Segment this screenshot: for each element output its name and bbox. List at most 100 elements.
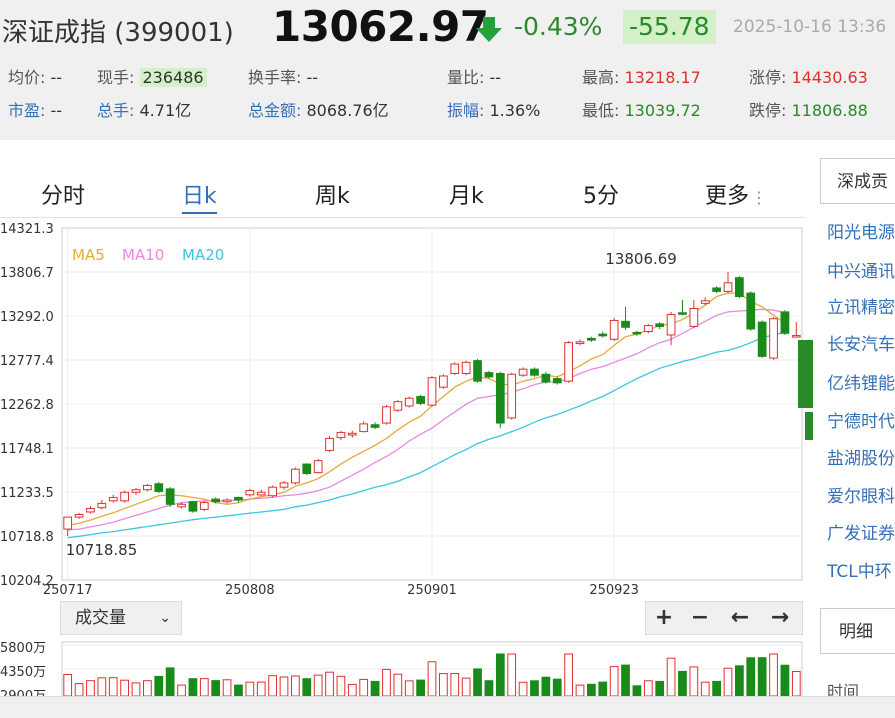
candle-up (689, 307, 699, 327)
candle-up (120, 491, 129, 502)
volume-bar-up (279, 676, 289, 696)
volume-bar-up (177, 684, 186, 696)
stat-amplitude: 振幅: 1.36% (447, 101, 541, 120)
stat-pe: 市盈: -- (8, 101, 63, 120)
pan-right-button[interactable]: → (770, 605, 790, 630)
tab-more[interactable]: 更多 ⋮ (705, 184, 768, 209)
volume-bar-up (313, 674, 323, 696)
volume-bar-down (370, 680, 380, 696)
volume-bar-down (587, 683, 596, 696)
stock-link[interactable]: 爱尔眼科 (827, 487, 895, 507)
volume-tick-label: 5800万 (0, 641, 46, 656)
change-percent: -0.43% (514, 12, 603, 41)
volume-bar-down (154, 675, 164, 696)
stock-link[interactable]: 中兴通讯 (827, 262, 895, 282)
quote-time: 2025-10-16 13:36 (733, 17, 887, 37)
volume-bar-up (86, 680, 95, 696)
stat-amount: 总金额: 8068.76亿 (248, 101, 389, 120)
candle-down (211, 498, 221, 503)
volume-bar-up (131, 682, 141, 696)
candle-up (700, 300, 710, 304)
volume-bar-down (552, 678, 562, 696)
stock-link[interactable]: 广发证券 (827, 524, 895, 544)
indicator-select[interactable]: 成交量 ⌄ (60, 601, 182, 635)
x-tick-label: 250717 (43, 583, 93, 598)
stat-high: 最高: 13218.17 (582, 68, 701, 87)
tab-daily-k[interactable]: 日k (182, 178, 217, 214)
volume-bar-down (655, 680, 665, 696)
volume-bar-down (234, 684, 243, 696)
contribution-tab[interactable]: 深成贡 (820, 158, 895, 204)
candle-down (370, 424, 380, 428)
tab-weekly-k[interactable]: 周k (315, 184, 350, 209)
candle-up (177, 503, 186, 508)
change-amount: -55.78 (623, 10, 716, 44)
stock-link[interactable]: TCL中环 (827, 562, 892, 582)
volume-bar-down (746, 657, 756, 696)
candle-down (632, 331, 642, 335)
volume-bar-up (222, 679, 232, 696)
volume-bar-down (735, 665, 744, 696)
candle-up (404, 397, 414, 407)
volume-bar-up (404, 680, 414, 696)
y-tick-label: 12262.8 (0, 398, 54, 413)
candle-up (347, 432, 357, 436)
volume-bar-up (199, 678, 209, 696)
tab-5min[interactable]: 5分 (583, 184, 619, 209)
candle-up (108, 496, 118, 502)
volume-tick-label: 2900万 (0, 689, 46, 696)
volume-frame (61, 641, 803, 696)
volume-bar-down (165, 667, 175, 696)
y-tick-label: 14321.3 (0, 222, 54, 237)
volume-bar-down (188, 678, 198, 696)
volume-bar-up (507, 653, 517, 696)
volume-bar-up (359, 678, 369, 696)
volume-bar-up (723, 667, 733, 696)
stat-turnover: 换手率: -- (248, 68, 319, 87)
candle-up (325, 437, 334, 451)
pan-left-button[interactable]: ← (730, 605, 750, 630)
candle-up (74, 514, 84, 518)
candle-up (666, 313, 676, 336)
stock-link[interactable]: 宁德时代 (827, 412, 895, 432)
stock-link[interactable]: 阳光电源 (827, 223, 895, 243)
x-tick-label: 250901 (407, 583, 457, 598)
volume-bar-up (439, 673, 448, 696)
tab-intraday[interactable]: 分时 (41, 184, 86, 209)
volume-bar-up (461, 677, 471, 696)
stock-link[interactable]: 长安汽车 (827, 335, 895, 355)
volume-bar-down (678, 670, 687, 696)
candle-down (712, 287, 721, 292)
y-tick-label: 11748.1 (0, 442, 54, 457)
volume-bar-down (621, 664, 630, 696)
candle-up (199, 502, 209, 510)
detail-tab[interactable]: 明细 (820, 608, 895, 654)
price-annotation: 10718.85 (66, 541, 138, 559)
volume-bar-up (268, 675, 277, 696)
candle-down (188, 501, 198, 512)
candle-up (86, 508, 95, 513)
zoom-out-button[interactable]: − (690, 605, 710, 630)
volume-bar-up (689, 666, 699, 696)
tab-monthly-k[interactable]: 月k (449, 184, 484, 209)
volume-bar-down (712, 680, 721, 696)
volume-bar-down (416, 679, 425, 696)
y-tick-label: 13806.7 (0, 266, 54, 281)
candle-down (598, 333, 608, 337)
zoom-in-button[interactable]: + (654, 605, 674, 630)
stat-limit-up: 涨停: 14430.63 (749, 68, 868, 87)
stock-link[interactable]: 亿纬锂能 (827, 374, 895, 394)
volume-bar-up (245, 681, 255, 696)
y-tick-label: 11233.5 (0, 486, 54, 501)
horizontal-scrollbar[interactable] (0, 696, 895, 718)
candle-down (735, 277, 744, 298)
stat-low: 最低: 13039.72 (582, 101, 701, 120)
candle-down (154, 483, 164, 492)
ma-line-ma10 (67, 308, 786, 531)
stock-link[interactable]: 立讯精密 (827, 298, 895, 318)
contribution-bar (805, 412, 813, 440)
stock-link[interactable]: 盐湖股份 (827, 449, 895, 469)
candle-up (97, 502, 107, 509)
index-name: 深证成指 (399001) (2, 18, 234, 48)
kline-chart[interactable]: 14321.3 13806.7 13292.0 12777.4 12262.8 11748… (0, 218, 805, 598)
